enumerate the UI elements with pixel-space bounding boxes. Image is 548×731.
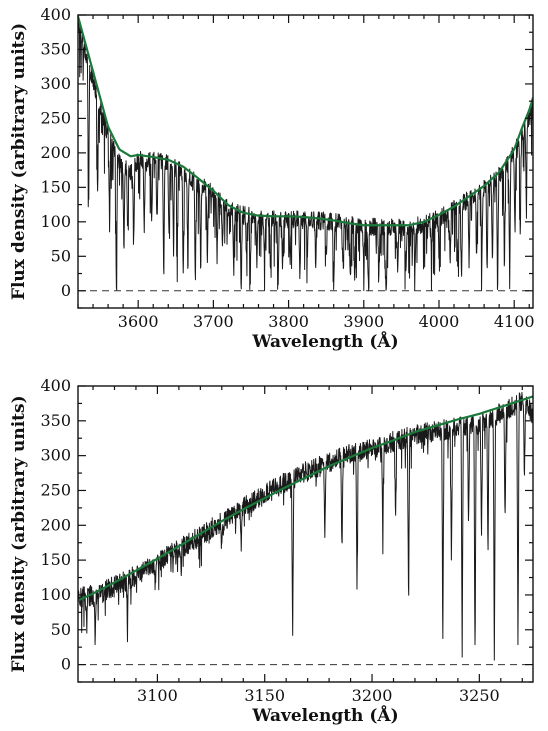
plot-frame <box>77 14 534 309</box>
y-tick-label: 400 <box>40 5 71 24</box>
y-tick-label: 50 <box>51 620 71 639</box>
y-axis-title: Flux density (arbitrary units) <box>9 395 29 672</box>
x-tick-label: 4100 <box>494 312 535 331</box>
y-tick-label: 50 <box>51 246 71 265</box>
x-axis-title: Wavelength (Å) <box>251 704 398 726</box>
x-tick-label: 3900 <box>343 312 384 331</box>
y-tick-label: 200 <box>40 515 71 534</box>
y-axis-title: Flux density (arbitrary units) <box>9 23 29 300</box>
top-spectrum-panel: 0 50 100 150 200 250 300 350 400 3600 3700 3800 3900… <box>9 5 535 352</box>
x-tick-label: 3700 <box>193 312 234 331</box>
y-tick-label: 250 <box>40 480 71 499</box>
y-tick-label: 100 <box>40 585 71 604</box>
bottom-spectrum-panel: 0 50 100 150 200 250 300 350 400 3100 3150 3200 3250… <box>9 376 534 726</box>
x-tick-label: 3150 <box>244 686 285 705</box>
spectrum-line <box>78 391 533 661</box>
y-tick-label: 400 <box>40 376 71 395</box>
y-tick-label: 300 <box>40 446 71 465</box>
plot-frame <box>77 385 534 683</box>
continuum-fit-line <box>78 16 533 227</box>
y-tick-label: 300 <box>40 74 71 93</box>
y-tick-label: 0 <box>61 281 71 300</box>
y-tick-label: 100 <box>40 212 71 231</box>
y-tick-label: 250 <box>40 108 71 127</box>
y-tick-label: 350 <box>40 411 71 430</box>
x-tick-label: 3100 <box>137 686 178 705</box>
x-tick-label: 3600 <box>118 312 159 331</box>
x-axis-title: Wavelength (Å) <box>251 330 398 352</box>
spectrum-line <box>78 19 533 292</box>
y-tick-label: 0 <box>61 655 71 674</box>
x-tick-label: 3800 <box>268 312 309 331</box>
y-tick-label: 150 <box>40 550 71 569</box>
x-tick-label: 3200 <box>352 686 393 705</box>
y-tick-label: 150 <box>40 177 71 196</box>
x-tick-label: 3250 <box>459 686 500 705</box>
y-tick-label: 200 <box>40 143 71 162</box>
y-tick-label: 350 <box>40 39 71 58</box>
x-tick-label: 4000 <box>419 312 460 331</box>
continuum-fit-line <box>78 395 533 602</box>
